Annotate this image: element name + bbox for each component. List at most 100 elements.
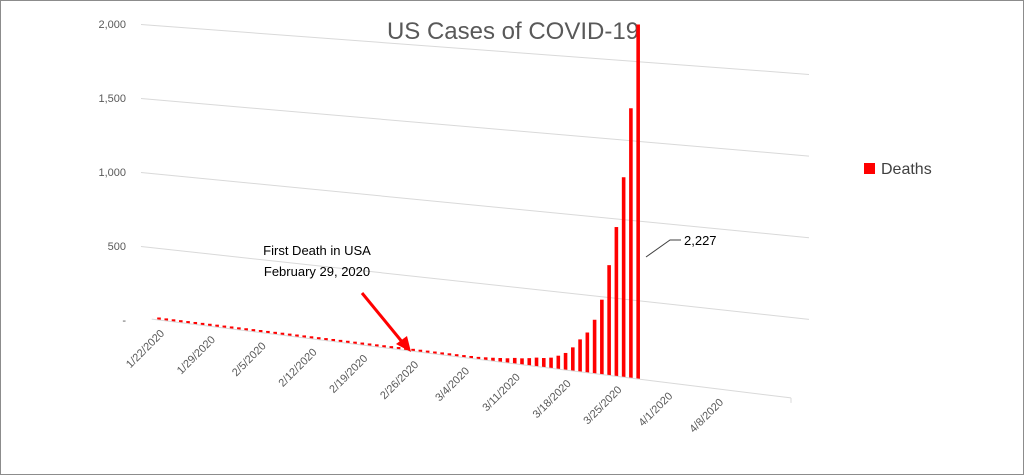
bar-59 — [585, 332, 590, 373]
bar-31 — [382, 345, 386, 348]
bar-57 — [571, 347, 575, 372]
bar-17 — [280, 332, 285, 336]
data-label: 2,227 — [684, 233, 717, 248]
bar-33 — [396, 347, 401, 350]
bar-15 — [266, 330, 270, 334]
y-tick-label-2: 1,000 — [98, 167, 126, 179]
legend-label: Deaths — [881, 161, 932, 178]
bar-7 — [208, 323, 212, 327]
y-tick-label-3: 1,500 — [98, 93, 126, 105]
bar-49 — [512, 357, 517, 364]
gridline-3 — [140, 98, 810, 157]
bar-5 — [193, 321, 198, 325]
annotation-arrow-head — [396, 336, 411, 352]
x-tick-label-5: 2/26/2020 — [378, 359, 421, 402]
bars — [157, 24, 640, 380]
bar-46 — [491, 357, 495, 362]
x-axis — [151, 318, 792, 403]
bar-51 — [527, 358, 532, 366]
bar-62 — [607, 265, 611, 376]
gridline-1 — [140, 246, 810, 320]
legend: Deaths — [864, 161, 932, 178]
bar-2 — [171, 319, 176, 322]
bar-40 — [447, 353, 452, 356]
bar-47 — [498, 358, 503, 363]
bar-66 — [636, 24, 640, 380]
bar-6 — [200, 322, 205, 326]
x-axis-line — [151, 318, 792, 399]
annotation-arrow-shaft — [360, 292, 405, 344]
bar-1 — [164, 318, 169, 321]
bar-36 — [418, 349, 423, 353]
bar-53 — [541, 358, 546, 368]
bar-64 — [621, 177, 626, 378]
bar-43 — [469, 355, 473, 359]
x-tick-label-1: 1/29/2020 — [175, 334, 218, 377]
bar-13 — [251, 329, 256, 332]
bar-16 — [273, 331, 277, 335]
bar-23 — [324, 338, 328, 341]
bar-27 — [353, 341, 357, 345]
bar-61 — [600, 299, 604, 375]
legend-swatch — [864, 163, 875, 174]
bar-21 — [309, 336, 314, 339]
bar-50 — [520, 358, 524, 365]
bar-14 — [258, 330, 263, 333]
bar-22 — [316, 337, 321, 340]
bar-48 — [505, 358, 510, 363]
bar-39 — [440, 352, 444, 355]
bar-45 — [483, 357, 488, 361]
bar-11 — [237, 327, 241, 330]
bar-24 — [331, 338, 336, 342]
y-tick-label-1: 500 — [108, 241, 126, 253]
x-tick-label-2: 2/5/2020 — [230, 340, 269, 379]
bar-4 — [186, 321, 190, 324]
bar-38 — [433, 351, 437, 355]
bar-9 — [222, 325, 227, 329]
bar-65 — [629, 108, 633, 379]
data-label-group: 2,227 — [645, 233, 717, 258]
gridline-2 — [140, 172, 810, 239]
bar-37 — [425, 350, 430, 354]
bar-54 — [549, 357, 553, 369]
x-tick-label-8: 3/18/2020 — [531, 378, 574, 421]
x-tick-label-10: 4/1/2020 — [637, 390, 676, 429]
x-tick-label-7: 3/11/2020 — [480, 371, 523, 414]
bar-20 — [302, 335, 306, 338]
annotation-line-1: First Death in USA — [263, 243, 371, 258]
bar-19 — [295, 334, 299, 338]
x-tick-label-0: 1/22/2020 — [124, 328, 167, 371]
bar-41 — [454, 354, 459, 357]
x-axis-ticks: 1/22/2020 1/29/2020 2/5/2020 2/12/2020 2/19/… — [124, 328, 726, 436]
bar-63 — [614, 227, 619, 377]
gridline-4 — [140, 24, 810, 75]
bar-32 — [389, 346, 394, 349]
bar-29 — [367, 343, 372, 346]
bar-8 — [215, 324, 219, 328]
bar-28 — [360, 342, 365, 346]
bar-55 — [556, 355, 561, 370]
x-tick-label-3: 2/12/2020 — [276, 346, 319, 389]
bar-52 — [534, 357, 539, 367]
bar-26 — [345, 340, 350, 344]
bar-10 — [229, 326, 234, 329]
chart-title: US Cases of COVID-19 — [387, 18, 639, 45]
bar-18 — [287, 333, 292, 337]
data-label-leader — [645, 239, 681, 258]
gridlines — [140, 24, 810, 320]
x-tick-label-9: 3/25/2020 — [581, 384, 624, 427]
bar-25 — [338, 339, 343, 343]
death-annotation: First Death in USA February 29, 2020 — [263, 243, 411, 352]
annotation-line-2: February 29, 2020 — [264, 264, 370, 279]
bar-42 — [462, 355, 466, 358]
bar-30 — [375, 344, 379, 347]
bar-56 — [563, 352, 568, 371]
y-tick-label-4: 2,000 — [98, 19, 126, 31]
bar-0 — [157, 317, 161, 320]
x-tick-label-11: 4/8/2020 — [687, 397, 726, 436]
x-tick-label-6: 3/4/2020 — [433, 365, 472, 404]
bar-35 — [411, 348, 415, 352]
